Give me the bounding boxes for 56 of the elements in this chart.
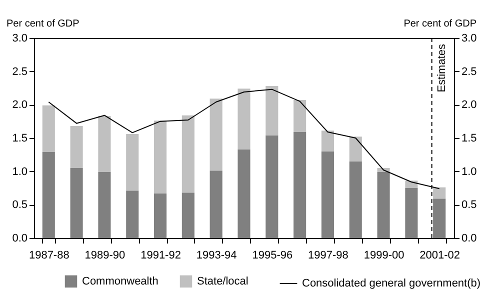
- bar: [377, 172, 390, 238]
- bar: [154, 193, 167, 238]
- y2-axis-title: Per cent of GDP: [404, 18, 477, 30]
- x-tick-label: 2001-02: [420, 250, 460, 262]
- bar: [238, 149, 250, 238]
- y-tick-label: 1.5: [12, 132, 28, 144]
- bar: [70, 126, 83, 168]
- bar: [321, 130, 334, 152]
- y-axis-title: Per cent of GDP: [6, 18, 80, 30]
- bar: [349, 161, 362, 238]
- bar: [42, 105, 55, 152]
- y2-tick-label: 0.5: [462, 199, 477, 212]
- x-tick-label: 1999-00: [364, 250, 404, 262]
- bar: [98, 172, 111, 238]
- y2-tick-label: 0.0: [462, 232, 477, 244]
- x-tick-label: 1993-94: [196, 250, 237, 262]
- y-tick-label: 2.0: [12, 99, 28, 112]
- y-tick-label: 0.0: [12, 232, 28, 244]
- y-tick-label: 0.5: [12, 199, 28, 212]
- y2-tick-label: 3.0: [462, 32, 477, 44]
- y2-tick-label: 1.5: [462, 132, 477, 144]
- bar: [154, 120, 167, 194]
- bar: [433, 187, 446, 199]
- ref-line-label: Estimates: [436, 44, 448, 92]
- y-tick-label: 2.5: [12, 66, 28, 78]
- bar: [294, 100, 306, 132]
- y-tick-label: 1.0: [12, 166, 28, 178]
- bar: [182, 115, 194, 193]
- x-tick-label: 1989-90: [84, 250, 126, 262]
- legend-label: Consolidated general government(b): [302, 278, 481, 290]
- bar: [210, 170, 222, 238]
- bar: [70, 168, 83, 238]
- bar: [321, 151, 334, 238]
- bar: [126, 134, 139, 191]
- x-tick-label: 1987-88: [28, 250, 70, 262]
- bar: [42, 152, 55, 238]
- bar: [433, 198, 446, 238]
- bar: [210, 98, 222, 171]
- bar: [126, 190, 139, 238]
- bar: [349, 136, 362, 162]
- bar: [266, 86, 278, 136]
- y2-tick-label: 2.5: [462, 66, 477, 78]
- y2-tick-label: 2.0: [462, 99, 477, 112]
- x-tick-label: 1991-92: [140, 250, 181, 262]
- y2-tick-label: 1.0: [462, 166, 477, 178]
- x-tick-label: 1997-98: [308, 250, 348, 262]
- legend-label: State/local: [197, 275, 248, 288]
- bar: [238, 88, 250, 150]
- bar: [98, 116, 111, 172]
- bar: [294, 132, 306, 238]
- bar: [182, 192, 194, 238]
- x-tick-label: 1995-96: [252, 250, 293, 262]
- y-tick-label: 3.0: [12, 32, 28, 44]
- legend-label: Commonwealth: [82, 275, 158, 288]
- bar: [405, 188, 418, 238]
- bar: [266, 135, 278, 238]
